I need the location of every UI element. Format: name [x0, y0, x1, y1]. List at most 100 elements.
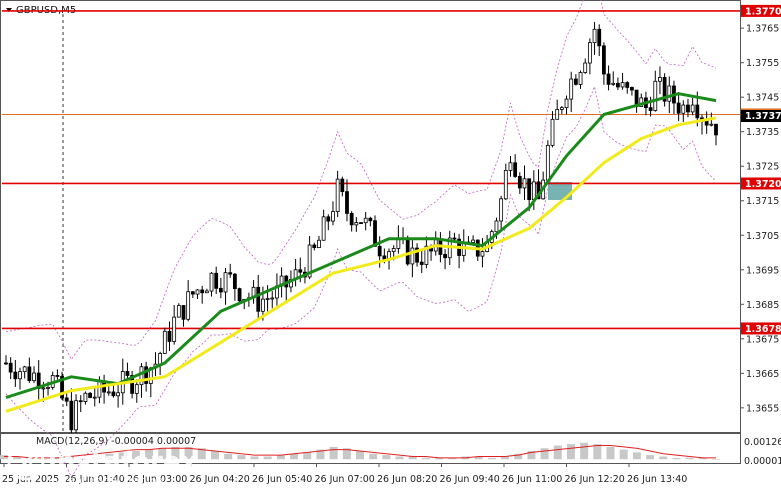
candle-body: [354, 222, 359, 226]
candle-body: [471, 239, 476, 243]
candle-body: [32, 372, 36, 382]
candle-body: [415, 247, 419, 263]
macd-histogram-bar: [566, 444, 575, 460]
macd-histogram-bar: [632, 452, 641, 460]
x-tick-label: 26 Jun 12:20: [565, 474, 625, 485]
y-tick-label: 1.3765: [746, 24, 779, 35]
candle-body: [658, 77, 662, 82]
bollinger-lower-band: [5, 85, 717, 478]
macd-histogram-bar: [712, 459, 720, 460]
candle-body: [583, 62, 588, 73]
macd-histogram-bar: [276, 455, 285, 460]
macd-histogram-bar: [145, 449, 154, 460]
macd-histogram-bar: [237, 455, 246, 460]
macd-histogram-bar: [553, 445, 562, 460]
candle-body: [419, 261, 424, 265]
candle-body: [27, 366, 32, 382]
macd-histogram-bar: [224, 453, 233, 460]
candle-body: [709, 123, 714, 126]
candle-body: [531, 181, 536, 200]
candle-body: [130, 375, 135, 394]
candle-body: [69, 400, 74, 431]
candle-body: [237, 288, 242, 302]
macd-histogram-bar: [13, 456, 22, 460]
macd-histogram-bar: [52, 457, 61, 460]
candle-body: [46, 387, 50, 389]
macd-histogram-bar: [672, 457, 681, 460]
candle-body: [321, 216, 326, 241]
watermark-brand: instaforex: [48, 447, 198, 477]
candle-body: [391, 248, 396, 253]
macd-histogram-bar: [210, 451, 219, 460]
moving-averages: [5, 92, 717, 413]
y-tick-label: 1.3715: [746, 196, 779, 207]
candle-body: [106, 391, 111, 394]
candle-body: [410, 247, 415, 265]
candle-body: [648, 107, 653, 111]
title-dropdown-icon[interactable]: [6, 8, 12, 12]
macd-histogram-bar: [329, 446, 338, 460]
candle-body: [232, 273, 237, 290]
logo-slash-icon-2: [19, 455, 39, 475]
macd-histogram-bar: [171, 446, 180, 460]
macd-histogram-bar: [408, 456, 417, 460]
candle-body: [480, 251, 485, 257]
candle-body: [111, 391, 116, 397]
level-label-0: 1.3770: [745, 6, 781, 17]
y-tick-label: 1.3675: [746, 334, 779, 345]
candle-body: [307, 244, 312, 278]
macd-histogram-bar: [619, 449, 628, 460]
macd-histogram-bar: [606, 446, 615, 460]
candle-body: [503, 170, 508, 200]
macd-histogram-bar: [593, 444, 602, 460]
candle-body: [55, 375, 60, 377]
macd-y-tick-label: 0.000015: [744, 456, 781, 467]
candle-body: [317, 239, 321, 249]
candle-body: [704, 121, 709, 126]
macd-histogram-bar: [421, 457, 430, 460]
candle-body: [340, 178, 345, 193]
macd-histogram-bar: [474, 456, 483, 460]
candle-body: [22, 366, 27, 373]
candle-body: [522, 178, 527, 189]
candle-body: [517, 176, 522, 189]
candle-body: [186, 291, 191, 320]
macd-histogram-bar: [131, 451, 140, 460]
price-axis: 1.3765 1.3755 1.3745 1.3735 1.3725 1.3715 1.37…: [740, 24, 779, 414]
candle-body: [405, 238, 410, 265]
candle-body: [550, 118, 555, 146]
macd-y-tick-label: 0.00126: [744, 437, 781, 448]
x-tick-label: 26 Jun 01:40: [65, 474, 125, 485]
macd-histogram-bar: [356, 451, 364, 460]
candle-body: [714, 123, 718, 136]
x-tick-label: 26 Jun 08:20: [377, 474, 437, 485]
logo-slash-icon: [12, 448, 40, 476]
macd-histogram-bar: [395, 456, 404, 460]
candle-body: [606, 73, 611, 85]
candle-body: [312, 244, 317, 249]
candle-body: [592, 28, 597, 44]
candle-body: [569, 78, 574, 100]
moving-average-line-1: [5, 116, 717, 413]
candle-body: [172, 316, 177, 342]
candle-body: [377, 245, 382, 257]
candle-body: [597, 28, 602, 47]
candle-body: [298, 269, 303, 273]
candle-body: [195, 289, 200, 295]
candle-body: [564, 98, 569, 109]
candle-body: [559, 107, 564, 110]
candle-body: [200, 289, 205, 294]
macd-histogram-bar: [92, 456, 101, 460]
candle-body: [74, 400, 78, 431]
candle-body: [41, 387, 46, 390]
candle-body: [545, 144, 550, 181]
candle-body: [443, 254, 447, 259]
candle-body: [662, 77, 667, 102]
candle-body: [270, 297, 275, 300]
candle-body: [176, 305, 181, 318]
candle-body: [630, 87, 634, 91]
candle-body: [92, 396, 97, 399]
candle-body: [578, 72, 583, 85]
x-tick-label: 26 Jun 13:40: [627, 474, 687, 485]
candle-body: [611, 82, 616, 85]
